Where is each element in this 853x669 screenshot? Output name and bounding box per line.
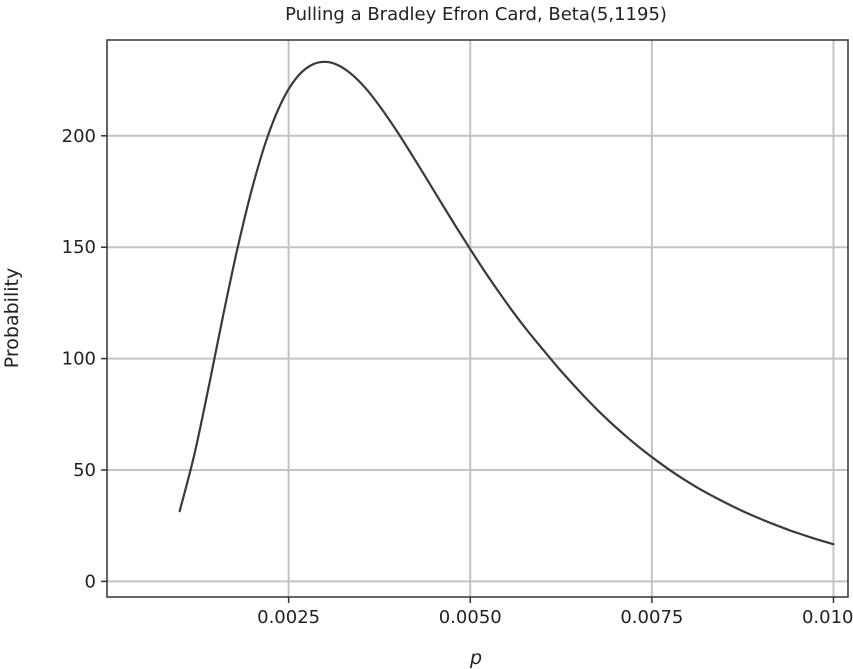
plot-frame: [106, 39, 849, 598]
data-point: [513, 312, 515, 314]
data-point: [469, 248, 471, 250]
data-point: [716, 497, 718, 499]
data-point: [629, 439, 631, 441]
data-point: [440, 201, 442, 203]
x-tick-label: 0.0025: [257, 607, 320, 628]
data-point: [396, 131, 398, 133]
y-tick-label: 0: [85, 571, 96, 592]
data-point: [498, 291, 500, 293]
data-point: [193, 454, 195, 456]
data-point: [353, 75, 355, 77]
data-point: [658, 461, 660, 463]
data-point: [178, 510, 180, 512]
data-point: [542, 348, 544, 350]
data-point: [527, 331, 529, 333]
y-axis: 0 50 100 150 200: [62, 126, 107, 592]
data-point: [425, 178, 427, 180]
x-tick-label: 0.0075: [620, 607, 683, 628]
data-point: [222, 314, 224, 316]
data-point: [571, 382, 573, 384]
data-point: [600, 412, 602, 414]
data-point: [295, 77, 297, 79]
data-point: [237, 246, 239, 248]
series-line: [178, 60, 835, 546]
data-point: [411, 154, 413, 156]
data-point: [455, 225, 457, 227]
x-axis-label: p: [469, 647, 482, 669]
y-tick-label: 50: [73, 460, 96, 481]
data-point: [643, 450, 645, 452]
y-tick-label: 200: [62, 126, 96, 147]
data-point: [687, 481, 689, 483]
data-point: [309, 64, 311, 66]
data-point: [760, 518, 762, 520]
data-point: [208, 386, 210, 388]
data-point: [556, 366, 558, 368]
data-point: [745, 512, 747, 514]
x-tick-label: 0.0050: [439, 607, 502, 628]
data-point: [324, 61, 326, 63]
data-point: [280, 101, 282, 103]
data-point: [338, 65, 340, 67]
y-axis-label: Probability: [1, 268, 23, 368]
data-point: [251, 187, 253, 189]
data-point: [702, 490, 704, 492]
data-point: [484, 270, 486, 272]
data-point: [818, 539, 820, 541]
data-point: [672, 471, 674, 473]
data-point: [266, 138, 268, 140]
chart-title: Pulling a Bradley Efron Card, Beta(5,119…: [285, 4, 667, 25]
data-point: [614, 426, 616, 428]
data-point: [832, 543, 834, 545]
data-point: [382, 110, 384, 112]
data-point: [731, 505, 733, 507]
grid-lines: [107, 40, 848, 597]
data-point: [367, 90, 369, 92]
data-point: [774, 524, 776, 526]
data-point: [585, 398, 587, 400]
data-point: [789, 529, 791, 531]
y-tick-label: 150: [62, 237, 96, 258]
data-point: [803, 534, 805, 536]
y-tick-label: 100: [62, 349, 96, 370]
